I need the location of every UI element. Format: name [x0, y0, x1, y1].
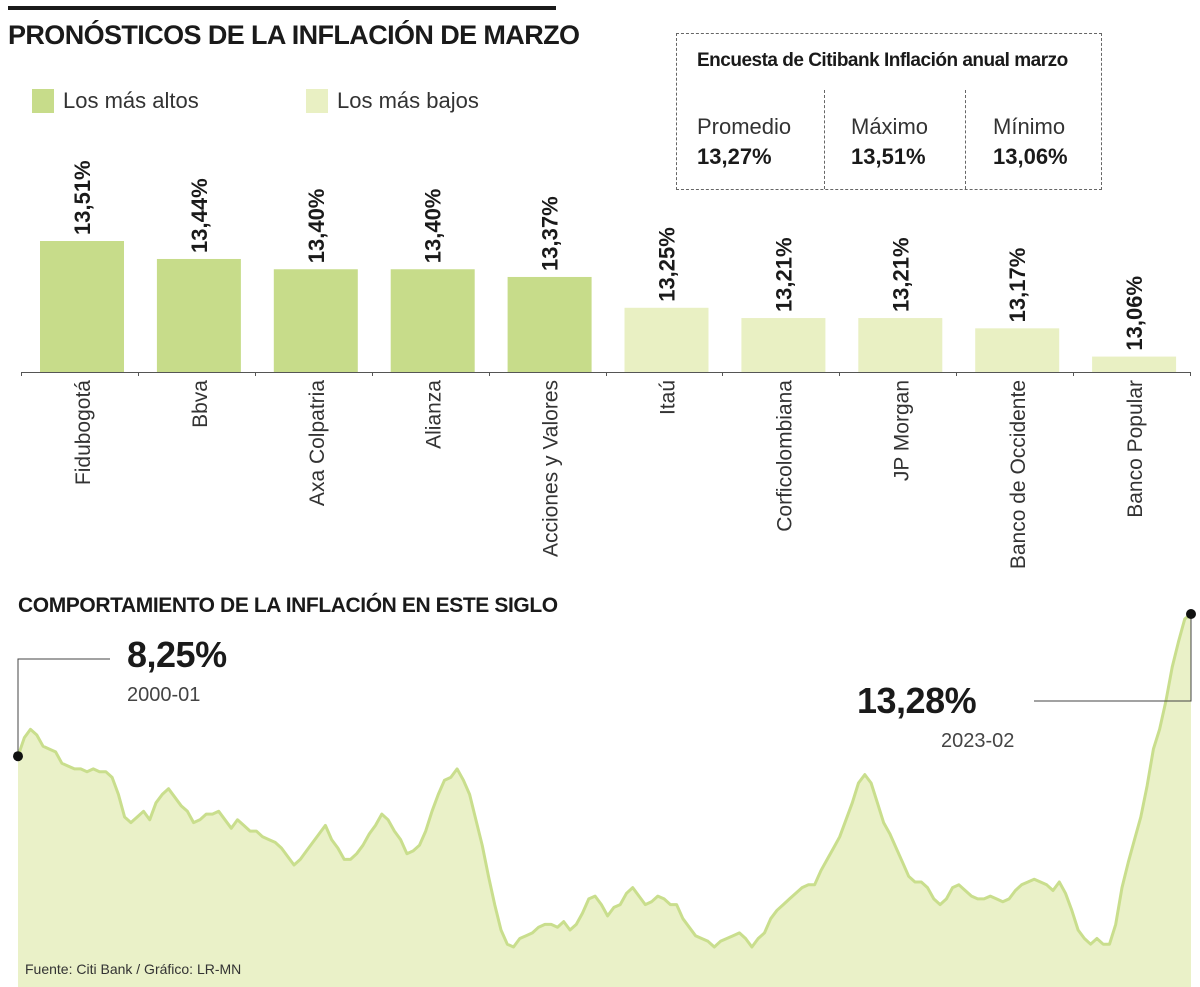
- survey-stat-maximo: Máximo 13,51%: [824, 90, 965, 189]
- survey-stat-value: 13,51%: [851, 144, 926, 169]
- survey-stat-label: Promedio: [697, 114, 792, 139]
- bar: [273, 269, 358, 372]
- end-date: 2023-02: [941, 730, 1015, 752]
- bar-category-label: Bbva: [189, 380, 212, 428]
- bar-value-label: 13,44%: [187, 178, 212, 253]
- survey-stat-label: Máximo: [851, 114, 929, 139]
- bar-category-label: Axa Colpatria: [306, 380, 329, 506]
- bar: [975, 328, 1060, 372]
- start-value: 8,25%: [127, 634, 227, 675]
- start-point-marker: [13, 751, 23, 762]
- bar-value-label: 13,17%: [1005, 248, 1030, 323]
- bar: [741, 318, 826, 372]
- bar: [507, 276, 592, 372]
- bar-value-label: 13,25%: [655, 227, 680, 302]
- inflation-area-fill: [18, 614, 1191, 987]
- bar-value-label: 13,37%: [538, 196, 563, 271]
- bar: [40, 241, 124, 372]
- bar-value-label: 13,40%: [304, 189, 329, 264]
- survey-box: Encuesta de Citibank Inflación anual mar…: [676, 33, 1102, 190]
- survey-stat-label: Mínimo: [993, 114, 1066, 139]
- bar-category-label: Corficolombiana: [773, 380, 796, 532]
- bar-category-label: Banco de Occidente: [1007, 380, 1030, 569]
- title-rule: [8, 6, 556, 10]
- survey-stat-minimo: Mínimo 13,06%: [965, 90, 1101, 189]
- bar-chart: 13,51% Fidubogotá 13,44% Bbva 13,40% Axa Colp…: [21, 160, 1191, 569]
- bar-value-label: 13,21%: [888, 237, 913, 312]
- line-chart-title: COMPORTAMIENTO DE LA INFLACIÓN EN ESTE S…: [18, 594, 558, 617]
- survey-stat-value: 13,06%: [993, 144, 1068, 169]
- legend-item-high: Los más altos: [32, 88, 199, 114]
- legend-swatch-high: [32, 89, 54, 113]
- bar-category-label: Fidubogotá: [72, 380, 95, 485]
- legend-swatch-low: [306, 89, 328, 113]
- bar: [156, 258, 241, 372]
- bar: [1092, 356, 1177, 372]
- start-leader-line: [17, 658, 110, 757]
- legend-label-high: Los más altos: [63, 88, 199, 113]
- bar-value-label: 13,21%: [771, 237, 796, 312]
- legend-label-low: Los más bajos: [337, 88, 479, 113]
- bar-value-label: 13,51%: [70, 160, 95, 235]
- bar-category-label: Acciones y Valores: [540, 380, 563, 557]
- survey-stat-value: 13,27%: [697, 144, 772, 169]
- bar-value-label: 13,40%: [421, 189, 446, 264]
- bar-category-label: Banco Popular: [1124, 380, 1147, 518]
- bar: [858, 318, 943, 372]
- source-note: Fuente: Citi Bank / Gráfico: LR-MN: [25, 961, 242, 977]
- page-title: PRONÓSTICOS DE LA INFLACIÓN DE MARZO: [8, 20, 580, 50]
- bar: [624, 307, 709, 372]
- bar: [390, 269, 475, 372]
- legend-item-low: Los más bajos: [306, 88, 479, 114]
- inflation-series-line: [16, 612, 1192, 949]
- end-value: 13,28%: [857, 680, 977, 721]
- survey-title: Encuesta de Citibank Inflación anual mar…: [697, 50, 1068, 71]
- bar-category-label: Itaú: [657, 380, 680, 415]
- end-leader-line: [1034, 614, 1192, 702]
- bar-category-label: Alianza: [423, 380, 446, 449]
- bar-value-label: 13,06%: [1122, 276, 1147, 351]
- survey-stat-promedio: Promedio 13,27%: [677, 90, 824, 189]
- start-date: 2000-01: [127, 684, 201, 706]
- end-point-marker: [1186, 609, 1196, 619]
- bar-category-label: JP Morgan: [890, 380, 913, 481]
